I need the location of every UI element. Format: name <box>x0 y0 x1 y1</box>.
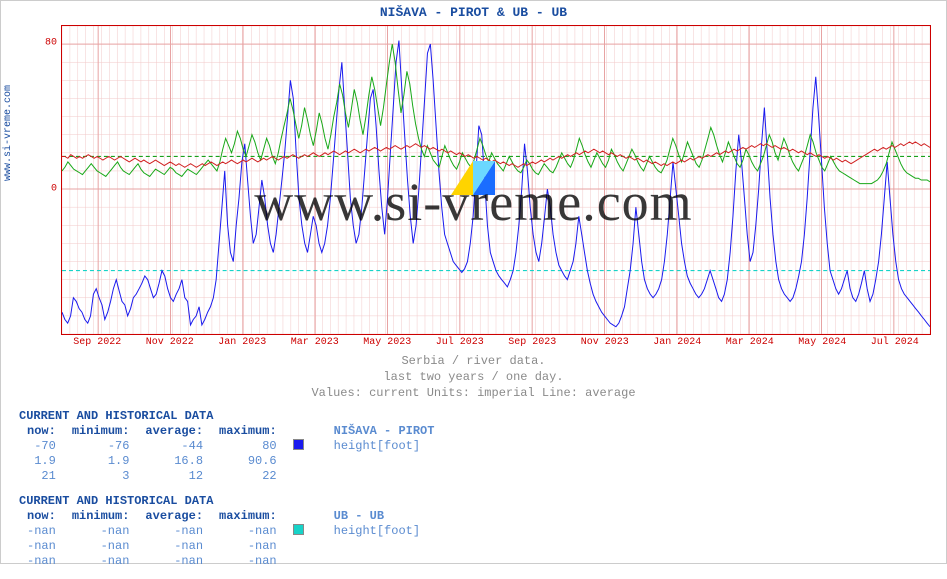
cell: 1.9 <box>19 454 64 469</box>
series-name: UB - UB <box>316 509 428 524</box>
x-tick-label: Jan 2024 <box>653 337 701 348</box>
table: now:minimum:average:maximum:UB - UB-nan-… <box>19 509 428 569</box>
chart-title: NIŠAVA - PIROT & UB - UB <box>1 5 946 20</box>
table-title: CURRENT AND HISTORICAL DATA <box>19 494 928 508</box>
cell: -nan <box>64 524 138 539</box>
x-tick-label: May 2023 <box>363 337 411 348</box>
cell: 21 <box>19 469 64 484</box>
cell: -70 <box>19 439 64 454</box>
data-table: CURRENT AND HISTORICAL DATAnow:minimum:a… <box>19 409 928 484</box>
table-row: -nan-nan-nan-nan <box>19 539 428 554</box>
series-label: height[foot] <box>316 524 428 539</box>
x-tick-label: Sep 2022 <box>73 337 121 348</box>
cell: -nan <box>137 554 211 569</box>
table-row: -nan-nan-nan-nan <box>19 554 428 569</box>
col-header: minimum: <box>64 509 138 524</box>
cell: 22 <box>211 469 285 484</box>
table-row: 1.91.916.890.6 <box>19 454 442 469</box>
x-tick-label: Jul 2023 <box>436 337 484 348</box>
table-row: -70-76-4480 height[foot] <box>19 439 442 454</box>
table-row: 2131222 <box>19 469 442 484</box>
chart-svg <box>62 26 930 334</box>
col-header: now: <box>19 509 64 524</box>
series-name: NIŠAVA - PIROT <box>316 424 443 439</box>
col-header: now: <box>19 424 64 439</box>
cell: -nan <box>64 554 138 569</box>
cell: 3 <box>64 469 138 484</box>
table-title: CURRENT AND HISTORICAL DATA <box>19 409 928 423</box>
cell: -nan <box>211 554 285 569</box>
cell: -nan <box>211 539 285 554</box>
caption-line: Serbia / river data. <box>1 353 946 369</box>
cell: -nan <box>64 539 138 554</box>
data-tables: CURRENT AND HISTORICAL DATAnow:minimum:a… <box>19 409 928 579</box>
chart-frame: www.si-vreme.com NIŠAVA - PIROT & UB - U… <box>0 0 947 564</box>
cell: 90.6 <box>211 454 285 469</box>
cell: -nan <box>211 524 285 539</box>
table-row: -nan-nan-nan-nanheight[foot] <box>19 524 428 539</box>
cell: 80 <box>211 439 285 454</box>
cell: -76 <box>64 439 138 454</box>
series-swatch <box>293 524 304 535</box>
y-axis: 0 80 <box>31 25 59 335</box>
table: now:minimum:average:maximum: NIŠAVA - PIR… <box>19 424 442 484</box>
cell: 16.8 <box>137 454 211 469</box>
col-header: average: <box>137 509 211 524</box>
x-tick-label: Mar 2023 <box>291 337 339 348</box>
x-tick-label: Sep 2023 <box>508 337 556 348</box>
x-tick-label: Jan 2023 <box>218 337 266 348</box>
col-header: maximum: <box>211 509 285 524</box>
x-tick-label: Nov 2023 <box>581 337 629 348</box>
col-header: average: <box>137 424 211 439</box>
cell: -nan <box>19 539 64 554</box>
y-tick-label: 80 <box>45 38 57 49</box>
x-tick-label: Nov 2022 <box>146 337 194 348</box>
x-tick-label: Mar 2024 <box>726 337 774 348</box>
caption-block: Serbia / river data. last two years / on… <box>1 353 946 402</box>
cell: -nan <box>19 554 64 569</box>
cell: -nan <box>137 539 211 554</box>
caption-line: Values: current Units: imperial Line: av… <box>1 385 946 401</box>
col-header: maximum: <box>211 424 285 439</box>
series-swatch <box>293 439 304 450</box>
col-header: minimum: <box>64 424 138 439</box>
data-table: CURRENT AND HISTORICAL DATAnow:minimum:a… <box>19 494 928 569</box>
x-tick-label: May 2024 <box>798 337 846 348</box>
y-axis-source-label: www.si-vreme.com <box>3 85 14 181</box>
cell: 12 <box>137 469 211 484</box>
x-tick-label: Jul 2024 <box>871 337 919 348</box>
series-label: height[foot] <box>316 439 443 454</box>
y-tick-label: 0 <box>51 184 57 195</box>
cell: -nan <box>19 524 64 539</box>
cell: -44 <box>137 439 211 454</box>
caption-line: last two years / one day. <box>1 369 946 385</box>
plot-area <box>61 25 931 335</box>
x-axis: Sep 2022 Nov 2022 Jan 2023 Mar 2023 May 2023… <box>61 337 931 351</box>
cell: 1.9 <box>64 454 138 469</box>
cell: -nan <box>137 524 211 539</box>
